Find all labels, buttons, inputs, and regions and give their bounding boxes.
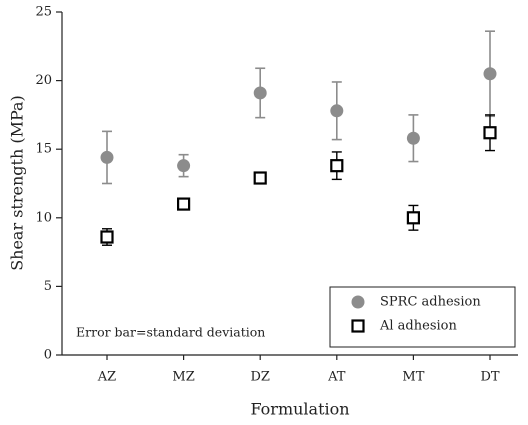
x-tick-label: DT bbox=[480, 370, 499, 385]
x-axis-label: Formulation bbox=[250, 400, 349, 419]
y-tick-label: 0 bbox=[44, 348, 52, 363]
point bbox=[483, 126, 497, 140]
point bbox=[483, 67, 497, 81]
point bbox=[253, 171, 267, 185]
y-axis-label: Shear strength (MPa) bbox=[8, 95, 27, 271]
legend-label: SPRC adhesion bbox=[380, 295, 481, 310]
x-tick-label: DZ bbox=[250, 370, 269, 385]
point bbox=[253, 86, 267, 100]
y-tick-label: 25 bbox=[35, 5, 52, 20]
y-tick-label: 5 bbox=[44, 279, 52, 294]
annotation: Error bar=standard deviation bbox=[76, 325, 265, 340]
x-tick-label: AZ bbox=[97, 370, 116, 385]
point bbox=[406, 211, 420, 225]
point bbox=[100, 230, 114, 244]
point bbox=[351, 295, 365, 309]
legend-label: Al adhesion bbox=[379, 319, 457, 334]
point bbox=[100, 150, 114, 164]
x-tick-label: AT bbox=[327, 370, 346, 385]
y-tick-label: 15 bbox=[35, 142, 52, 157]
y-tick-label: 20 bbox=[35, 73, 52, 88]
point bbox=[351, 319, 365, 333]
x-tick-label: MT bbox=[402, 370, 424, 385]
point bbox=[177, 197, 191, 211]
point bbox=[406, 131, 420, 145]
point bbox=[177, 159, 191, 173]
x-tick-label: MZ bbox=[172, 370, 194, 385]
y-tick-label: 10 bbox=[35, 210, 52, 225]
point bbox=[330, 159, 344, 173]
point bbox=[330, 104, 344, 118]
